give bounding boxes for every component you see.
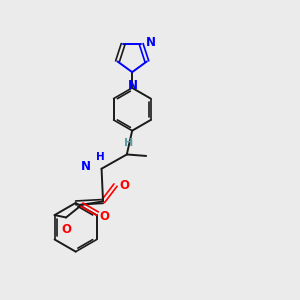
Text: H: H — [96, 152, 104, 162]
Text: O: O — [119, 178, 129, 192]
Text: N: N — [81, 160, 91, 173]
Text: N: N — [128, 79, 138, 92]
Text: O: O — [100, 210, 110, 223]
Text: N: N — [146, 36, 156, 49]
Text: H: H — [124, 138, 133, 148]
Text: O: O — [61, 224, 71, 236]
